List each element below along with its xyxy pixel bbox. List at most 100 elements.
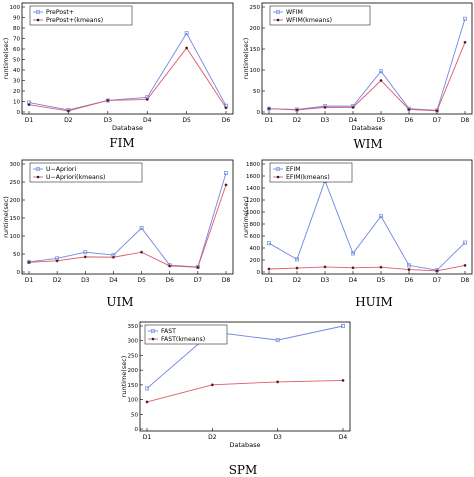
chart-panel-1: 0 10 20 30 40 50 60 70 80 90 100 D1 D2 D3 D4 D5 D6 Databa… xyxy=(2,2,234,150)
y-tick-label: 0 xyxy=(135,427,139,433)
data-point xyxy=(27,103,31,107)
y-tick-label: 1400 xyxy=(246,186,260,192)
data-point xyxy=(295,266,299,270)
data-point xyxy=(463,16,467,21)
data-point xyxy=(145,97,149,101)
y-tick-label: 200 xyxy=(250,26,261,32)
y-tick-label: 0 xyxy=(257,270,261,276)
y-tick-label: 350 xyxy=(128,324,139,330)
legend-swatch-marker xyxy=(151,329,155,333)
x-tick-label: D1 xyxy=(25,277,34,284)
legend-swatch-marker xyxy=(36,175,40,179)
x-axis-label: Database xyxy=(229,441,260,449)
data-point xyxy=(379,69,383,74)
plot-frame xyxy=(261,159,473,275)
data-point xyxy=(463,40,467,44)
x-tick-label: D6 xyxy=(405,117,414,124)
legend-box xyxy=(144,324,228,345)
panel-caption: UIM xyxy=(106,295,133,309)
data-point xyxy=(224,183,228,187)
legend-box xyxy=(29,5,133,26)
data-point xyxy=(27,260,31,264)
data-point xyxy=(435,269,439,273)
y-tick-label: 50 xyxy=(13,58,20,64)
legend: PrePost+PrePost+(kmeans) xyxy=(29,5,133,26)
x-axis-label: Database xyxy=(112,124,143,132)
y-tick-label: 150 xyxy=(10,216,21,222)
y-tick-label: 80 xyxy=(13,26,20,32)
x-tick-label: D4 xyxy=(339,434,348,441)
x-tick-label: D6 xyxy=(165,277,174,284)
data-point xyxy=(407,268,411,272)
x-tick-label: D4 xyxy=(349,277,358,284)
series-line-1 xyxy=(146,325,344,389)
data-point xyxy=(276,380,280,384)
legend-label: U−Apriori(kmeans) xyxy=(46,174,105,181)
y-tick-label: 250 xyxy=(10,180,21,186)
data-point xyxy=(196,265,200,269)
x-tick-label: D1 xyxy=(143,434,152,441)
x-tick-label: D3 xyxy=(321,277,330,284)
data-point xyxy=(66,109,70,113)
x-tick-label: D2 xyxy=(293,277,302,284)
data-point xyxy=(267,107,271,111)
y-tick-label: 1000 xyxy=(246,210,260,216)
y-tick-label: 40 xyxy=(13,68,20,74)
y-tick-label: 1600 xyxy=(246,174,260,180)
y-tick-label: 0 xyxy=(257,110,261,116)
panel-caption: FIM xyxy=(109,136,134,150)
legend-label: FAST(kmeans) xyxy=(161,336,205,343)
chart-panel-5: 0 50 100 150 200 250 300 350 D1 D2 D3 D4 Database run… xyxy=(120,321,351,477)
legend-swatch-marker xyxy=(276,167,280,171)
y-tick-label: 100 xyxy=(10,234,21,240)
x-tick-label: D5 xyxy=(377,117,386,124)
x-tick-label: D1 xyxy=(265,277,274,284)
panel-caption: WIM xyxy=(353,137,382,151)
x-tick-label: D8 xyxy=(461,277,470,284)
x-tick-label: D2 xyxy=(64,117,73,124)
x-tick-label: D3 xyxy=(81,277,90,284)
data-point xyxy=(351,251,355,256)
y-tick-label: 150 xyxy=(250,47,261,53)
y-tick-label: 250 xyxy=(250,5,261,11)
x-tick-label: D8 xyxy=(461,117,470,124)
series-line-2 xyxy=(268,42,466,112)
y-tick-label: 200 xyxy=(250,258,261,264)
y-axis-label: runtime(sec) xyxy=(120,356,128,398)
legend-box xyxy=(269,5,371,26)
y-tick-label: 0 xyxy=(17,110,21,116)
x-tick-label: D2 xyxy=(53,277,62,284)
legend-label: WFIM(kmeans) xyxy=(286,17,332,24)
x-tick-label: D7 xyxy=(433,277,442,284)
data-point xyxy=(463,240,467,245)
x-tick-label: D5 xyxy=(182,117,191,124)
x-tick-label: D2 xyxy=(208,434,217,441)
y-axis-label: runtime(sec) xyxy=(2,196,10,238)
legend-box xyxy=(269,162,353,183)
y-tick-label: 50 xyxy=(253,89,260,95)
data-point xyxy=(351,105,355,109)
data-point xyxy=(463,263,467,267)
data-point xyxy=(55,259,59,263)
data-point xyxy=(323,265,327,269)
x-tick-label: D5 xyxy=(137,277,146,284)
data-point xyxy=(224,106,228,110)
data-point xyxy=(295,108,299,112)
chart-panel-4: 0 200 400 600 800 1000 1200 1400 1600 1800 D1 D2 D3 D… xyxy=(242,159,473,309)
data-point xyxy=(323,105,327,109)
x-tick-label: D4 xyxy=(109,277,118,284)
y-tick-label: 50 xyxy=(131,412,138,418)
legend-label: U−Apriori xyxy=(46,166,76,173)
legend-label: PrePost+ xyxy=(46,9,74,16)
panel-caption: SPM xyxy=(229,463,258,477)
x-tick-label: D5 xyxy=(377,277,386,284)
series-line-1 xyxy=(268,18,466,111)
legend-swatch-marker xyxy=(36,167,40,171)
legend-swatch-marker xyxy=(36,10,40,14)
data-point xyxy=(168,264,172,268)
y-tick-label: 30 xyxy=(13,79,20,85)
x-tick-label: D3 xyxy=(321,117,330,124)
x-tick-label: D8 xyxy=(222,277,231,284)
